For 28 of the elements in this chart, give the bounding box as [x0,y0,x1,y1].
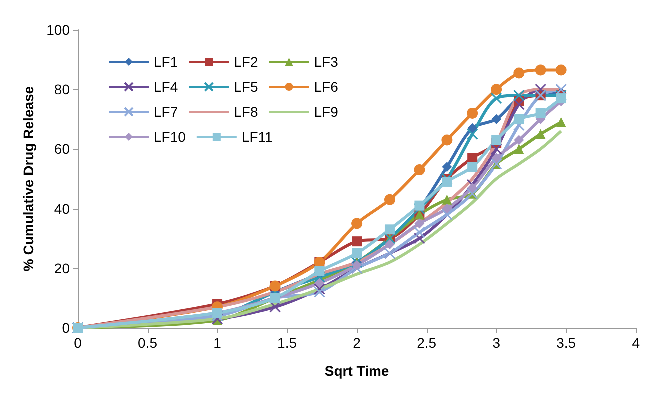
x-tick-label: 2 [353,335,362,351]
x-tick-label: 3.5 [556,335,576,351]
legend-label: LF10 [154,129,186,145]
x-tick-label: 4 [632,335,640,351]
legend-label: LF1 [154,54,178,70]
y-tick-label: 20 [54,260,70,276]
y-tick-label: 80 [54,82,70,98]
x-tick-label: 0 [74,335,82,351]
x-tick-label: 0.5 [138,335,158,351]
legend-label: LF11 [242,129,273,145]
y-tick-label: 40 [54,200,70,217]
y-tick-label: 60 [54,141,70,158]
legend-label: LF3 [314,54,339,70]
legend-label: LF5 [234,79,258,95]
legend-label: LF7 [154,104,178,120]
x-axis-title: Sqrt Time [324,363,390,379]
x-tick-label: 3 [492,335,501,351]
y-tick-label: 0 [62,320,70,336]
y-tick-label: 100 [46,22,70,38]
legend-label: LF9 [314,104,339,120]
x-tick-label: 2.5 [417,335,437,351]
legend-label: LF4 [154,79,178,95]
x-tick-label: 1 [214,335,222,351]
legend-label: LF8 [234,104,258,120]
y-axis-title: % Cumulative Drug Release [20,86,37,272]
legend-label: LF2 [234,54,258,70]
x-tick-label: 1.5 [278,335,298,351]
legend-label: LF6 [314,79,339,95]
